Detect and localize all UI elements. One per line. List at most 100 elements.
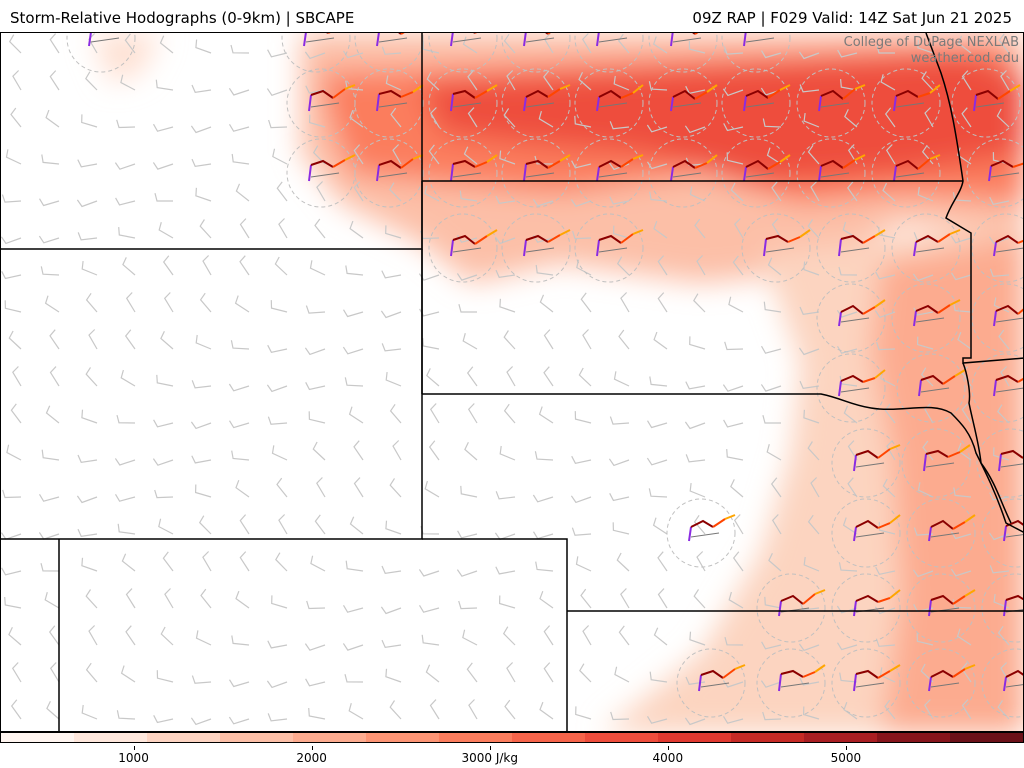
wind-barb-472 — [506, 662, 516, 683]
storm-motion-41 — [855, 462, 885, 468]
wind-barb-190 — [44, 295, 60, 313]
wind-barb-299 — [77, 454, 98, 463]
wind-barb-91 — [392, 144, 402, 165]
hodograph-37-seg-0 — [993, 310, 997, 327]
wind-barb-369 — [693, 514, 706, 535]
wind-barb-155 — [771, 218, 782, 239]
wind-barb-128 — [771, 181, 782, 202]
wind-barb-114 — [235, 183, 250, 202]
hodograph-15-seg-3 — [854, 84, 866, 90]
hodograph-32-seg-3 — [874, 229, 886, 237]
wind-barb-378 — [1, 567, 22, 576]
hodograph-8-seg-3 — [344, 84, 356, 90]
wind-barb-192 — [125, 292, 136, 313]
hodograph-5-seg-0 — [596, 33, 600, 47]
hodograph-10-seg-0 — [450, 93, 454, 112]
wind-barb-50 — [880, 74, 896, 91]
wind-barb-126 — [689, 186, 706, 202]
wind-barb-492 — [228, 716, 250, 725]
wind-barb-289 — [723, 419, 744, 428]
wind-barb-403 — [950, 568, 972, 577]
hodograph-ring-6 — [648, 33, 718, 73]
storm-motion-46 — [930, 532, 960, 538]
hodograph-ring-11 — [501, 68, 571, 138]
wind-barb-154 — [734, 218, 744, 239]
wind-barb-11 — [422, 41, 440, 54]
hodograph-48-seg-0 — [778, 600, 782, 617]
storm-motion-26 — [895, 172, 925, 178]
wind-barb-18 — [688, 41, 706, 54]
hodograph-49-seg-1 — [855, 594, 879, 603]
hodograph-ring-45 — [831, 498, 901, 568]
hodograph-30-seg-0 — [596, 239, 600, 257]
wind-barb-62 — [308, 114, 326, 128]
wind-barb-5 — [195, 39, 212, 54]
wind-barb-167 — [202, 255, 212, 276]
hodograph-54-seg-0 — [853, 673, 857, 692]
hodograph-48-seg-2 — [802, 593, 816, 605]
hodograph-52-seg-1 — [700, 669, 724, 679]
storm-motion-36 — [915, 317, 945, 323]
wind-barb-487 — [46, 701, 60, 720]
wind-barb-205 — [620, 292, 630, 313]
wind-barb-240 — [916, 336, 934, 350]
hodograph-ring-22 — [574, 138, 644, 208]
wind-barb-453 — [798, 643, 820, 652]
wind-barb-279 — [348, 406, 364, 424]
wind-barb-435 — [125, 625, 136, 646]
wind-barb-354 — [117, 523, 136, 535]
wind-barb-271 — [45, 405, 60, 424]
wind-barb-111 — [115, 197, 136, 206]
hodograph-41-seg-0 — [853, 454, 857, 472]
wind-barb-115 — [276, 181, 288, 202]
wind-barb-334 — [389, 478, 402, 498]
wind-barb-7 — [267, 49, 288, 58]
wind-barb-138 — [118, 227, 136, 239]
hodograph-43-seg-0 — [998, 453, 1002, 472]
wind-barb-224 — [304, 347, 326, 356]
wind-barb-51 — [921, 71, 934, 91]
wind-barb-215 — [993, 297, 1010, 313]
border-mn — [925, 33, 1023, 364]
colorbar-tickmark-2 — [489, 746, 491, 750]
hodograph-26-seg-2 — [917, 158, 931, 170]
wind-barb-498 — [468, 699, 478, 720]
wind-barb-85 — [152, 162, 174, 170]
hodograph-53-seg-1 — [780, 669, 804, 678]
wind-barb-387 — [345, 560, 364, 572]
hodograph-ring-51 — [981, 573, 1023, 643]
wind-barb-55 — [45, 109, 60, 128]
hodograph-23-seg-3 — [706, 154, 718, 164]
wind-barb-491 — [190, 717, 212, 726]
wind-barb-69 — [574, 115, 592, 128]
wind-barb-386 — [310, 555, 326, 572]
hodograph-1-seg-0 — [303, 33, 307, 47]
wind-barb-499 — [504, 699, 516, 720]
wind-barb-32 — [191, 84, 212, 93]
wind-barb-158 — [878, 226, 896, 239]
wind-barb-312 — [571, 455, 592, 464]
wind-barb-254 — [426, 368, 440, 387]
hodograph-55-seg-2 — [952, 668, 966, 678]
wind-barb-399 — [803, 556, 820, 572]
storm-motion-52 — [700, 682, 730, 688]
credit-line1: College of DuPage NEXLAB — [843, 35, 1019, 50]
wind-barb-310 — [499, 445, 516, 461]
wind-barb-81 — [5, 149, 22, 165]
hodograph-ring-27 — [966, 138, 1023, 208]
wind-barb-22 — [837, 49, 858, 58]
wind-barb-285 — [574, 411, 592, 424]
wind-barb-478 — [722, 680, 744, 688]
wind-barb-443 — [421, 634, 440, 646]
wind-barb-281 — [429, 403, 440, 424]
hodograph-27-seg-1 — [990, 159, 1014, 168]
colorbar-swatch-11 — [804, 733, 877, 742]
wind-barb-483 — [920, 663, 934, 683]
hodograph-ring-47 — [981, 498, 1023, 568]
wind-barb-214 — [953, 302, 972, 313]
wind-barb-185 — [875, 271, 896, 280]
wind-barb-256 — [506, 366, 516, 387]
wind-barb-98 — [646, 161, 668, 170]
hodograph-35-seg-3 — [874, 299, 886, 308]
state-borders — [1, 33, 1023, 731]
